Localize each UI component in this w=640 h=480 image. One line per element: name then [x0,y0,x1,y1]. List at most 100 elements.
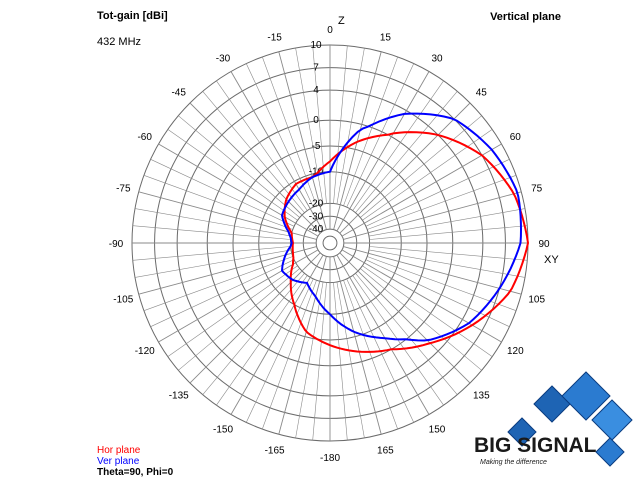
angle-label: -150 [213,424,233,435]
gain-tick-label: -30 [309,211,324,222]
angle-spoke [362,129,493,221]
angle-label: -60 [137,132,152,143]
angle-spoke [341,143,502,237]
angle-spoke [362,265,493,357]
angle-spoke [202,91,305,213]
gain-ring [315,228,345,258]
gain-tick-label: -5 [312,141,321,152]
angle-spoke [343,56,398,206]
angle-label: 30 [431,54,443,65]
legend-hor-plane: Hor plane [97,445,141,456]
angle-label: -15 [267,32,282,43]
angle-spoke [167,265,298,357]
angle-spoke [343,246,522,295]
angle-label: -105 [113,294,133,305]
angle-label: -75 [116,184,131,195]
angle-label: -180 [320,453,340,464]
axis-label-z: Z [338,15,345,27]
angle-spoke [367,175,517,230]
angle-spoke [360,115,482,218]
angle-label: 105 [528,294,545,305]
legend-ver-plane: Ver plane [97,456,140,467]
angle-spoke [216,80,308,211]
angle-spoke [189,252,321,384]
angle-spoke [333,45,348,204]
angle-spoke [339,102,471,234]
angle-label: 135 [473,390,490,401]
angle-spoke [295,281,324,439]
polar-curves [280,112,530,353]
angle-spoke [262,280,317,430]
angle-label: 90 [538,239,550,250]
gain-tick-label: -40 [309,224,324,235]
gain-tick-label: 0 [313,115,319,126]
angle-spoke [295,47,324,205]
angle-spoke [355,273,458,395]
angle-label: -165 [265,446,285,457]
angle-spoke [365,259,510,327]
angle-label: -90 [109,239,124,250]
angle-spoke [278,51,327,230]
gain-tick-label: -20 [309,198,324,209]
angle-spoke [230,71,324,232]
angle-spoke [367,256,517,311]
angle-spoke [158,143,319,237]
angle-label: -45 [171,88,186,99]
angle-spoke [333,282,348,441]
ver-plane-curve [280,112,523,342]
theta-phi-info: Theta=90, Phi=0 [97,467,174,478]
gain-tick-label: 7 [313,63,319,74]
angle-spoke [336,254,430,415]
angle-label: 0 [327,25,333,36]
angle-spoke [167,129,298,221]
angle-spoke [158,249,319,343]
gain-tick-label: 10 [310,40,322,51]
hor-plane-curve [283,131,530,353]
angle-spoke [336,47,365,205]
angle-spoke [333,51,382,230]
angle-spoke [246,278,314,423]
angle-spoke [369,246,528,261]
angle-spoke [246,63,314,208]
angle-spoke [178,115,300,218]
angle-spoke [178,268,300,371]
angle-spoke [343,280,398,430]
angle-spoke [369,225,528,240]
chart-title: Tot-gain [dBi] [97,10,168,22]
angle-spoke [143,256,293,311]
angle-label: 45 [476,88,488,99]
angle-label: 15 [380,32,392,43]
angle-spoke [333,256,382,435]
plane-label: Vertical plane [490,11,561,23]
angle-spoke [352,80,444,211]
angle-spoke [360,268,482,371]
angle-spoke [138,191,317,240]
polar-grid [131,44,529,442]
angle-spoke [134,208,292,237]
angle-spoke [365,159,510,227]
angle-label: 165 [377,446,394,457]
angle-spoke [343,191,522,240]
angle-spoke [312,45,327,204]
angle-spoke [341,249,502,343]
angle-spoke [368,249,526,278]
angle-spoke [355,91,458,213]
angle-spoke [278,256,327,435]
angle-label: 120 [507,346,524,357]
angle-spoke [138,246,317,295]
angle-spoke [143,175,293,230]
gain-tick-label: 4 [313,85,319,96]
angle-spoke [134,249,292,278]
angle-spoke [216,275,308,406]
angle-spoke [312,282,327,441]
angle-spoke [132,225,291,240]
angle-label: 60 [510,132,522,143]
angle-spoke [150,159,295,227]
angle-label: 75 [531,184,543,195]
angle-label: 150 [429,424,446,435]
angle-spoke [189,102,321,234]
angle-spoke [336,71,430,232]
angle-label: -120 [135,346,155,357]
angle-spoke [150,259,295,327]
